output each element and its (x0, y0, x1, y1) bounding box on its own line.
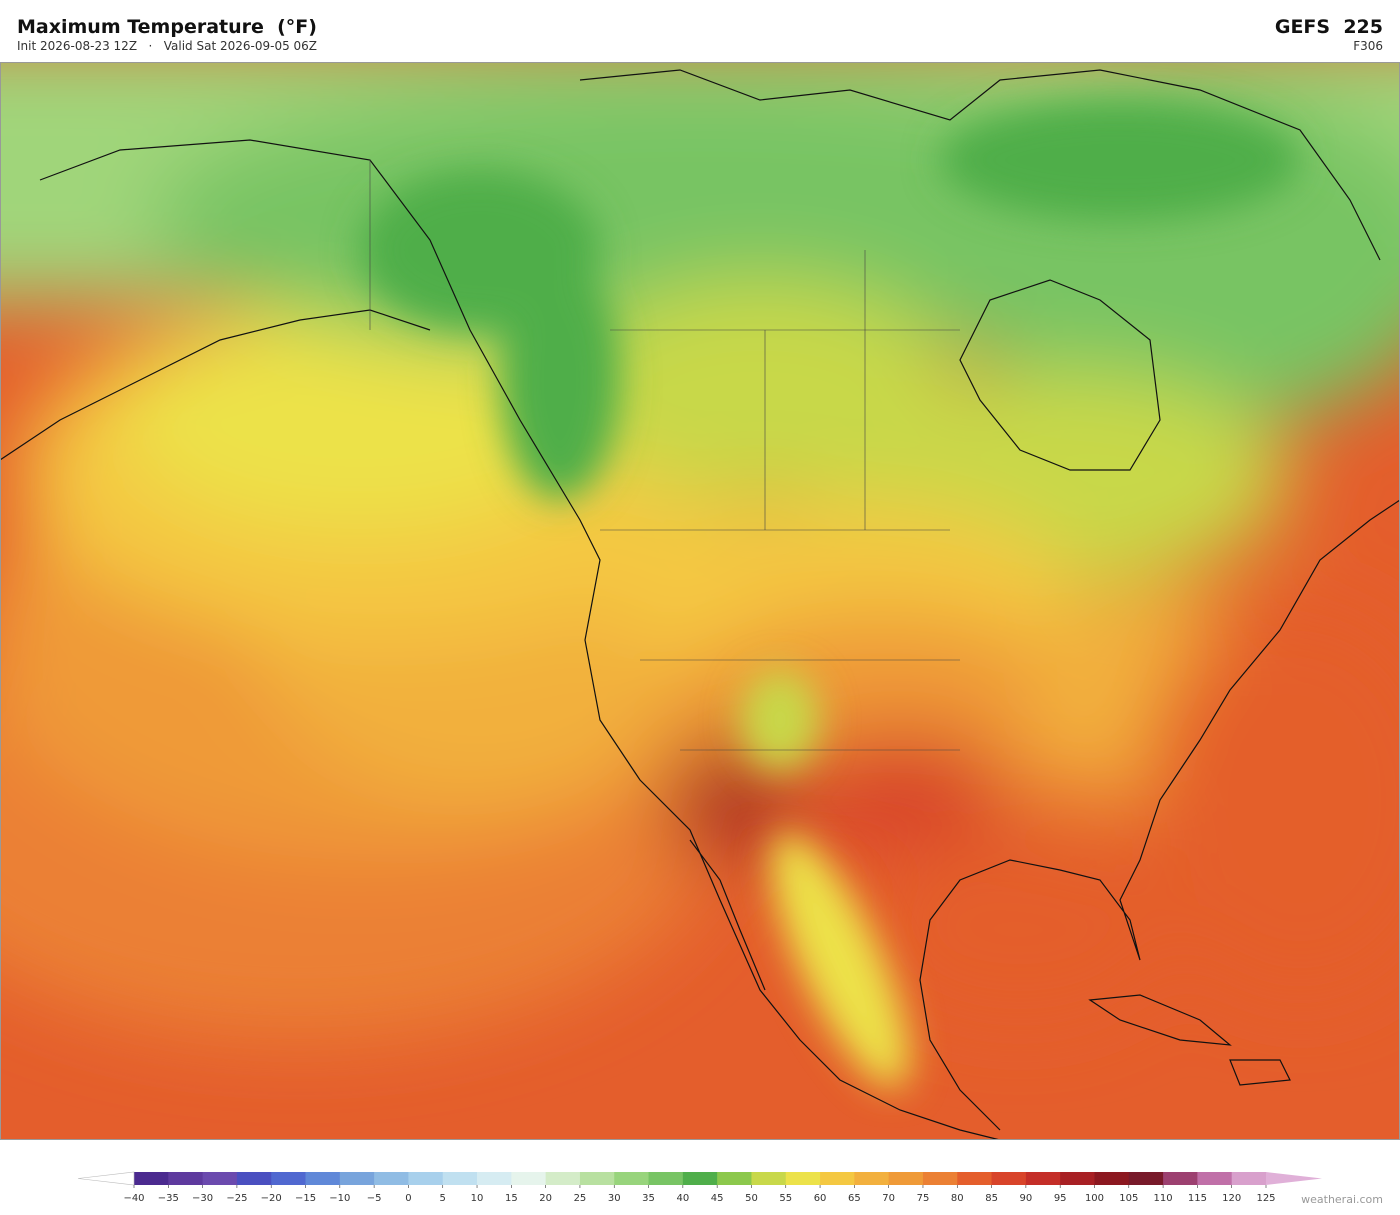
colorbar-bin (134, 1172, 169, 1185)
colorbar-tick-label: 55 (779, 1193, 792, 1204)
colorbar-tick-label: 45 (711, 1193, 724, 1204)
colorbar-bin (1163, 1172, 1198, 1185)
colorbar-bin (271, 1172, 307, 1185)
colorbar-tick-label: −10 (329, 1193, 350, 1204)
colorbar-tick-label: 115 (1188, 1193, 1207, 1204)
temperature-field (0, 62, 1400, 1140)
valid-time: Valid Sat 2026-09-05 06Z (163, 39, 318, 53)
init-time: Init 2026-08-23 12Z (17, 39, 138, 53)
colorbar-tick-label: 50 (745, 1193, 758, 1204)
colorbar-bin (1025, 1172, 1061, 1185)
colorbar-bin (1060, 1172, 1095, 1185)
colorbar-tick-label: 80 (951, 1193, 964, 1204)
colorbar-tick-label: 35 (642, 1193, 655, 1204)
colorbar-tick-label: 90 (1020, 1193, 1033, 1204)
colorbar-tick-label: 65 (848, 1193, 861, 1204)
title: Maximum Temperature (°F) (17, 16, 317, 38)
colorbar-bin (511, 1172, 547, 1185)
colorbar-bin (545, 1172, 581, 1185)
colorbar-tick-label: −30 (192, 1193, 213, 1204)
colorbar-bin (888, 1172, 924, 1185)
colorbar-bin (922, 1172, 958, 1185)
colorbar-bin (579, 1172, 615, 1185)
colorbar-bin (1231, 1172, 1267, 1185)
colorbar-tick-label: 30 (608, 1193, 621, 1204)
colorbar-bin (236, 1172, 272, 1185)
colorbar-bin (339, 1172, 375, 1185)
colorbar-bin (442, 1172, 478, 1185)
colorbar-tick-label: 75 (917, 1193, 930, 1204)
colorbar-bin (648, 1172, 684, 1185)
colorbar-tick-label: 85 (985, 1193, 998, 1204)
colorbar-tick-label: 70 (882, 1193, 895, 1204)
colorbar-tick-label: 5 (440, 1193, 446, 1204)
colorbar-bin (1094, 1172, 1130, 1185)
colorbar-bin (717, 1172, 752, 1185)
watermark: weatherai.com (1301, 1193, 1383, 1206)
colorbar-bin (820, 1172, 855, 1185)
colorbar-tick-label: −5 (367, 1193, 382, 1204)
colorbar-extend-low (77, 1171, 135, 1186)
colorbar-bin (477, 1172, 512, 1185)
colorbar-tick-label: −15 (295, 1193, 316, 1204)
colorbar-bin (854, 1172, 890, 1185)
colorbar-tick-label: 25 (574, 1193, 587, 1204)
colorbar-tick-label: 100 (1085, 1193, 1104, 1204)
subtitle: Init 2026-08-23 12Z · Valid Sat 2026-09-… (17, 39, 318, 53)
colorbar-tick-label: 105 (1119, 1193, 1138, 1204)
colorbar-tick-label: 110 (1154, 1193, 1173, 1204)
colorbar-tick-label: −35 (158, 1193, 179, 1204)
colorbar-tick-label: 40 (676, 1193, 689, 1204)
colorbar-tick-label: 10 (471, 1193, 484, 1204)
colorbar-tick-label: 0 (405, 1193, 411, 1204)
colorbar-tick-label: 125 (1256, 1193, 1275, 1204)
colorbar: −40 −35 −30 −25 −20 −15 −10 −5 0 5 10 15 20 25 30 35 40 4… (77, 1171, 1322, 1204)
colorbar-bin (168, 1172, 204, 1185)
colorbar-extend-high (1266, 1172, 1322, 1185)
colorbar-tick-label: 120 (1222, 1193, 1241, 1204)
forecast-hour: F306 (1353, 39, 1383, 53)
colorbar-tick-label: 20 (539, 1193, 552, 1204)
colorbar-bin (991, 1172, 1027, 1185)
colorbar-bin (785, 1172, 821, 1185)
colorbar-tick-label: 60 (814, 1193, 827, 1204)
colorbar-bin (1128, 1172, 1164, 1185)
colorbar-bin (957, 1172, 993, 1185)
colorbar-tick-label: −40 (123, 1193, 144, 1204)
colorbar-bin (682, 1172, 718, 1185)
colorbar-tick-label: 15 (505, 1193, 518, 1204)
colorbar-tick-label: −20 (261, 1193, 282, 1204)
colorbar-bin (1197, 1172, 1233, 1185)
colorbar-bin (374, 1172, 409, 1185)
colorbar-bin (751, 1172, 787, 1185)
colorbar-bin (305, 1172, 341, 1185)
colorbar-bin (202, 1172, 238, 1185)
colorbar-bin (408, 1172, 444, 1185)
colorbar-bin (614, 1172, 650, 1185)
model: GEFS 225 (1274, 16, 1383, 38)
colorbar-tick-label: −25 (226, 1193, 247, 1204)
colorbar-tick-label: 95 (1054, 1193, 1067, 1204)
